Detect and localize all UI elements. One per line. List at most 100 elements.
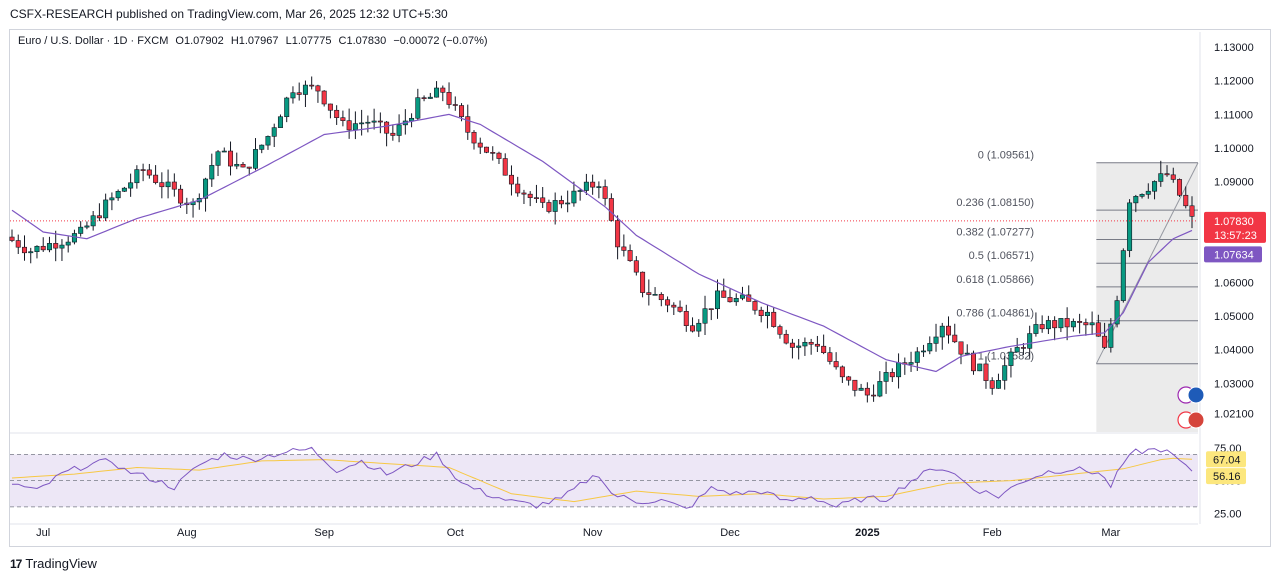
price-axis[interactable]: 1.13000 1.12000 1.11000 1.10000 1.09000 1.060… (1199, 32, 1254, 524)
ma-value-tag (1204, 246, 1262, 263)
candle-body (340, 117, 346, 121)
candle-body (508, 174, 514, 185)
candle-body (1089, 322, 1095, 326)
candle-body (115, 190, 121, 199)
candle-body (90, 215, 96, 227)
candle-body (777, 326, 783, 335)
symbol-legend[interactable]: Euro / U.S. Dollar · 1D · FXCM O1.07902 … (18, 35, 492, 47)
candle-body (265, 136, 271, 146)
price-change: −0.00072 (−0.07%) (393, 35, 488, 47)
candle-body (546, 202, 552, 212)
candle-body (646, 292, 652, 295)
candle-body (1002, 365, 1008, 381)
candle-body (995, 380, 1001, 389)
candle-body (558, 200, 564, 205)
time-axis[interactable]: Jul Aug Sep Oct Nov Dec 2025 Feb Mar (10, 523, 1198, 539)
fibonacci-retracement[interactable]: 0 (1.09561) 0.236 (1.08150) 0.382 (1.07277… (956, 150, 1199, 432)
price-tick-label: 1.06000 (1214, 277, 1254, 289)
rsi-tick-label: 25.00 (1214, 508, 1242, 520)
candle-body (465, 116, 471, 133)
candle-body (1164, 173, 1170, 176)
time-tick-label: Oct (447, 527, 464, 539)
candle-body (277, 116, 283, 128)
candle-body (977, 363, 983, 372)
candle-body (1127, 202, 1133, 251)
candle-body (871, 394, 877, 397)
fib-level-label: 1 (1.03582) (978, 351, 1034, 363)
candle-body (533, 197, 539, 199)
candle-body (958, 341, 964, 355)
candle-body (808, 341, 814, 345)
candle-body (84, 225, 90, 228)
candle-body (864, 387, 870, 396)
axis-tags: 1.07830 13:57:23 1.07634 (1204, 211, 1266, 263)
candle-body (814, 343, 820, 347)
rsi-ma-value: 67.04 (1213, 454, 1241, 466)
candle-body (140, 169, 146, 171)
candle-body (989, 380, 995, 389)
fib-level-label: 0.5 (1.06571) (969, 250, 1034, 262)
candle-body (1177, 179, 1183, 196)
candle-body (59, 244, 65, 249)
candle-body (1052, 320, 1058, 329)
candle-body (764, 311, 770, 316)
candle-body (71, 233, 77, 243)
tradingview-logo[interactable]: 17 TradingView (10, 556, 97, 571)
candle-body (334, 109, 340, 118)
candle-body (134, 169, 140, 184)
candle-body (78, 226, 84, 234)
fib-level-label: 0.618 (1.05866) (956, 274, 1034, 286)
candle-body (1064, 318, 1070, 328)
candle-body (9, 236, 15, 241)
time-tick-label: Jul (36, 527, 50, 539)
candle-body (633, 260, 639, 273)
candle-body (839, 366, 845, 378)
candle-body (496, 152, 502, 159)
symbol-name[interactable]: Euro / U.S. Dollar · 1D · FXCM (18, 35, 169, 47)
fib-level-label: 0 (1.09561) (978, 150, 1034, 162)
candle-body (1077, 321, 1083, 323)
candle-body (121, 187, 127, 192)
fib-level-label: 0.786 (1.04861) (956, 308, 1034, 320)
candle-body (921, 350, 927, 353)
candle-body (1102, 335, 1108, 348)
candle-body (583, 181, 589, 191)
candle-body (234, 163, 240, 167)
candle-body (846, 376, 852, 381)
candle-body (908, 362, 914, 365)
candle-body (708, 308, 714, 310)
candle-body (178, 188, 184, 204)
economic-events[interactable] (1177, 386, 1205, 429)
candle-body (65, 241, 71, 246)
candle-body (1152, 181, 1158, 192)
candle-body (440, 87, 446, 93)
candle-body (15, 240, 21, 248)
candle-body (1108, 323, 1114, 348)
candle-body (365, 121, 371, 124)
candle-body (103, 199, 109, 219)
candle-body (1120, 250, 1126, 301)
fib-level-label: 0.382 (1.07277) (956, 226, 1034, 238)
candle-body (652, 294, 658, 296)
candle-body (796, 345, 802, 348)
countdown-timer: 13:57:23 (1214, 230, 1257, 242)
price-tick-label: 1.05000 (1214, 311, 1254, 323)
candle-body (964, 352, 970, 355)
candle-body (1145, 190, 1151, 195)
time-tick-label: Dec (720, 527, 740, 539)
candle-body (983, 363, 989, 381)
candle-body (346, 120, 352, 131)
candle-body (608, 198, 614, 221)
candle-body (889, 372, 895, 378)
candle-body (1114, 300, 1120, 325)
candle-body (502, 158, 508, 176)
candle-body (159, 182, 165, 188)
candle-body (946, 325, 952, 336)
candle-body (271, 127, 277, 137)
candle-body (833, 361, 839, 368)
time-tick-label: Aug (177, 527, 197, 539)
candle-body (1033, 324, 1039, 334)
candle-body (758, 309, 764, 316)
